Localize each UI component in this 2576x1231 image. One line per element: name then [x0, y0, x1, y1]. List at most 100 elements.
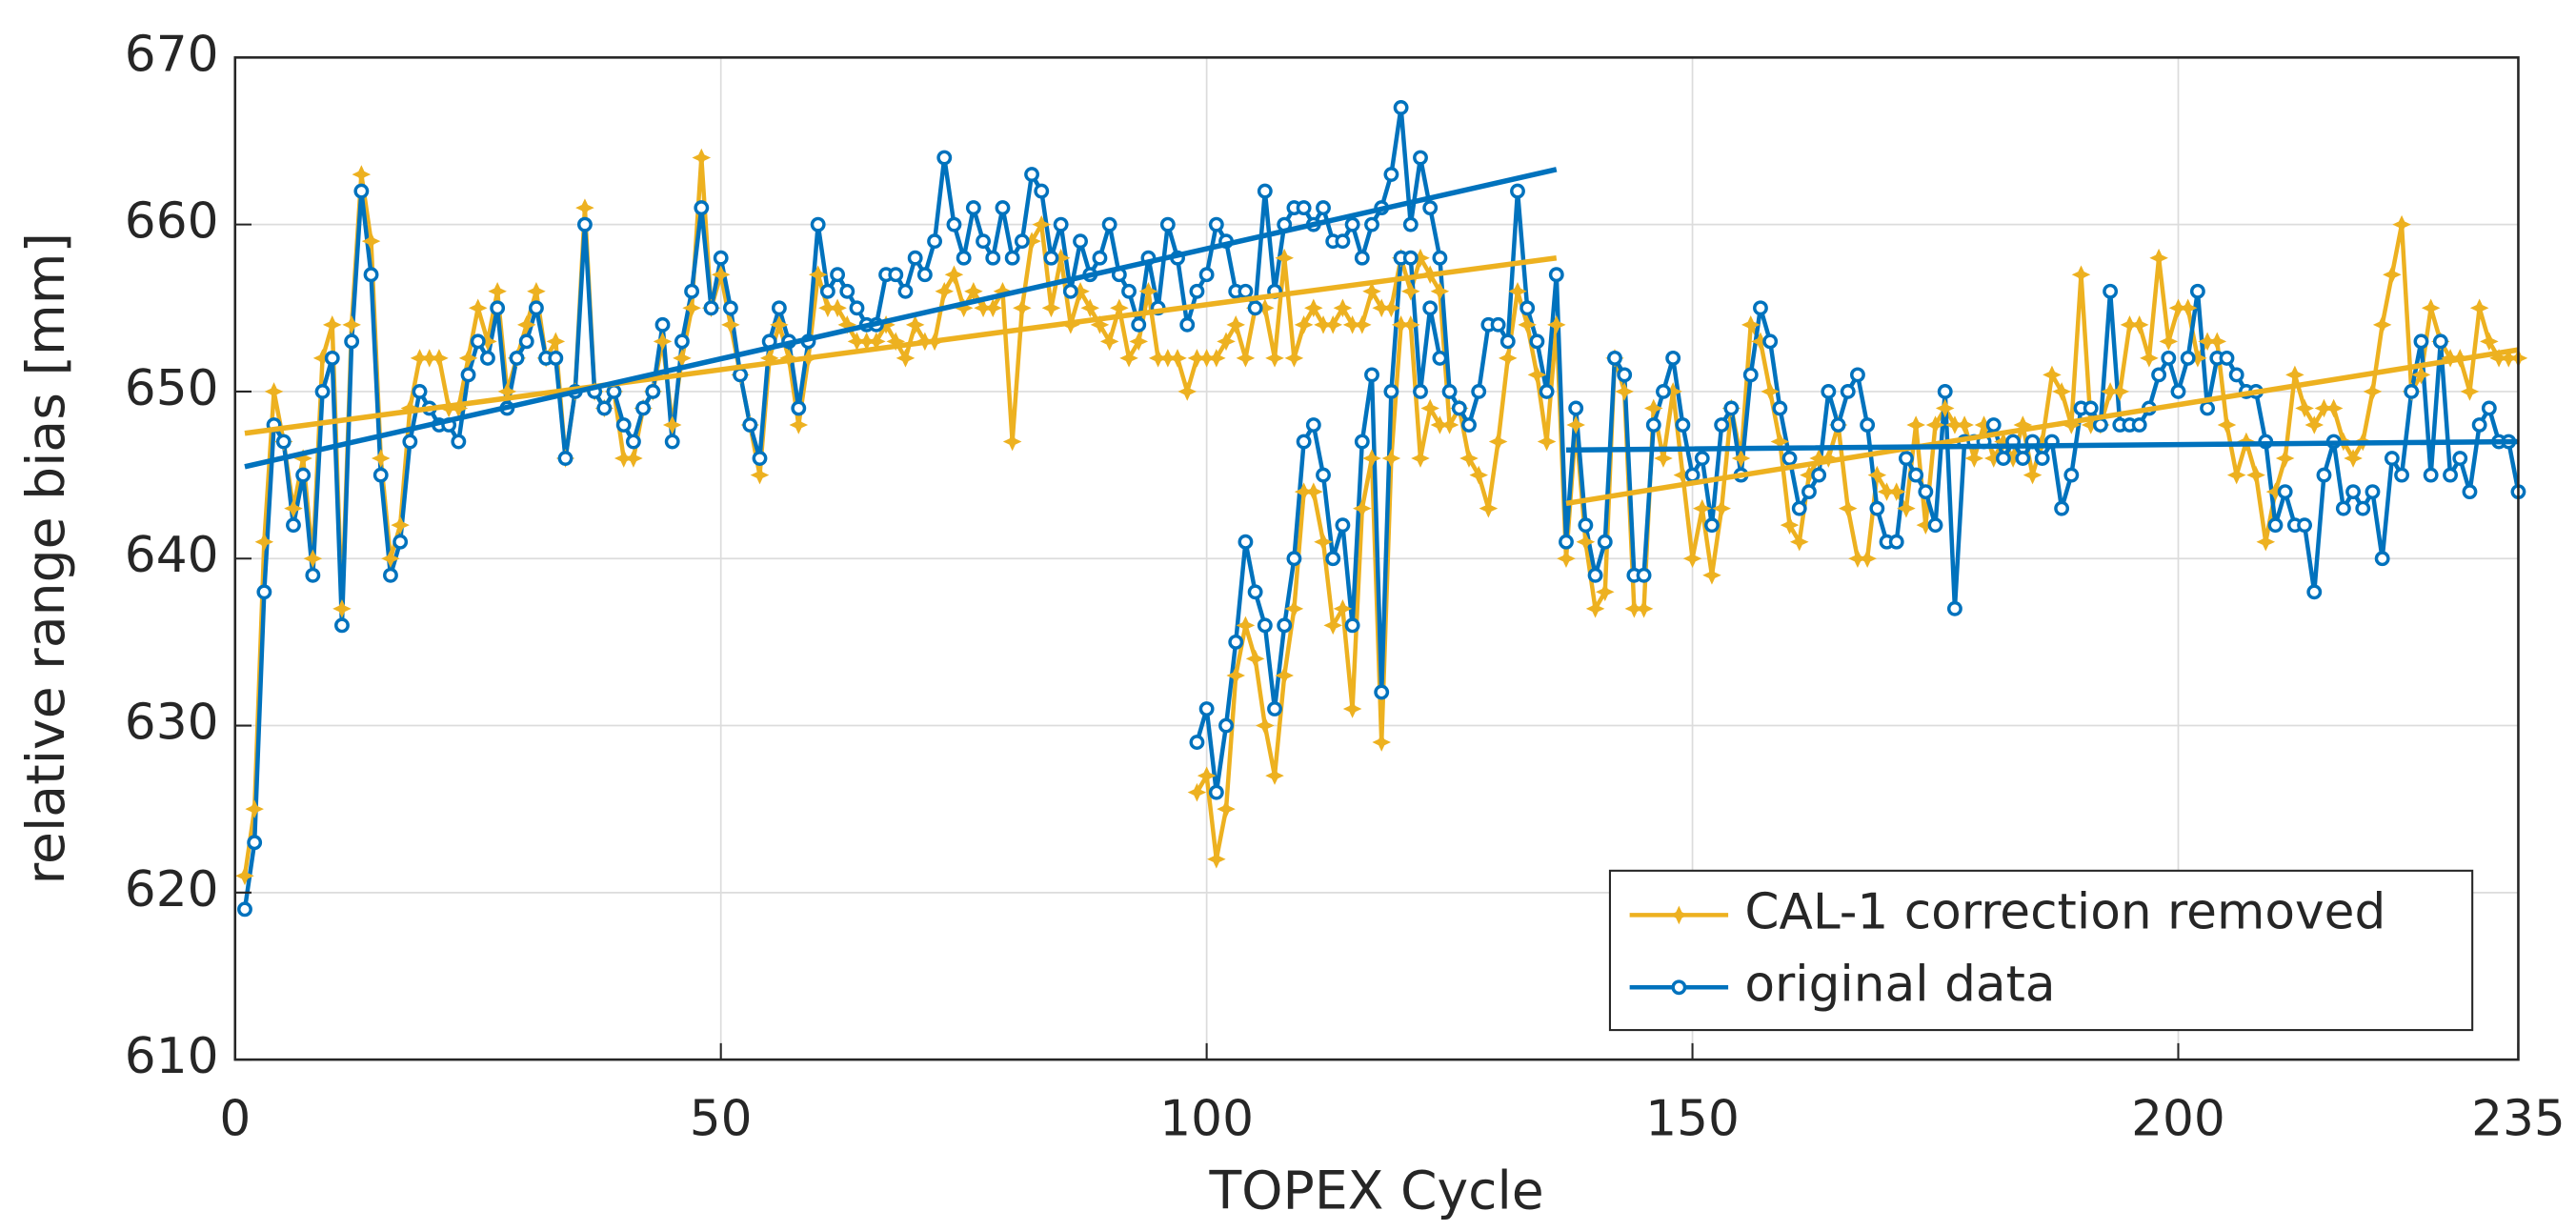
data-point	[237, 901, 252, 918]
data-point	[1459, 449, 1479, 468]
data-point	[1656, 384, 1671, 399]
data-point	[1731, 449, 1751, 468]
data-point	[1518, 315, 1537, 334]
data-point	[1617, 367, 1633, 383]
data-point	[2178, 298, 2198, 318]
data-point	[1323, 616, 1343, 636]
data-point	[684, 283, 700, 299]
data-point	[1411, 449, 1430, 468]
data-point	[2129, 315, 2149, 334]
data-point	[1684, 467, 1701, 483]
data-point	[2413, 333, 2429, 350]
data-point	[664, 434, 680, 450]
data-point	[615, 417, 632, 433]
data-point	[1665, 350, 1681, 366]
data-point	[1682, 549, 1702, 569]
data-point	[1323, 315, 1343, 334]
data-point	[1275, 666, 1295, 685]
data-point	[888, 267, 904, 283]
marks	[235, 100, 2528, 918]
data-point	[275, 434, 292, 450]
data-point	[819, 283, 835, 299]
data-point	[2462, 484, 2478, 500]
data-point	[391, 515, 410, 535]
data-point	[1918, 484, 1934, 500]
data-point	[2394, 467, 2409, 483]
data-point	[1383, 167, 1399, 182]
data-point	[1138, 281, 1158, 301]
data-point	[1393, 100, 1409, 115]
data-point	[1761, 382, 1780, 401]
data-point	[1316, 200, 1331, 216]
data-point	[2306, 584, 2323, 600]
y-tick-label: 660	[125, 193, 219, 251]
data-point	[470, 333, 486, 350]
data-point	[1925, 415, 1945, 434]
x-tick-label: 235	[2471, 1091, 2566, 1148]
data-point	[916, 267, 933, 283]
data-point	[402, 434, 418, 450]
data-point	[849, 300, 865, 316]
data-point	[1510, 183, 1525, 199]
data-point	[2159, 332, 2179, 352]
data-point	[1675, 417, 1691, 433]
data-point	[2052, 382, 2071, 401]
data-point	[674, 333, 690, 350]
data-point	[2267, 517, 2284, 534]
data-point	[2384, 451, 2400, 466]
data-point	[692, 148, 712, 168]
data-point	[245, 799, 264, 818]
data-point	[1372, 733, 1392, 752]
data-point	[1256, 716, 1275, 736]
data-point	[1364, 367, 1379, 383]
data-point	[1073, 233, 1088, 250]
data-point	[1819, 449, 1839, 468]
data-point	[1383, 384, 1399, 399]
data-point	[2131, 417, 2147, 433]
data-point	[936, 150, 953, 166]
data-point	[624, 449, 643, 468]
data-point	[2151, 367, 2167, 383]
data-point	[576, 216, 593, 232]
x-tick-label: 200	[2131, 1091, 2225, 1148]
data-point	[1780, 515, 1800, 535]
data-point	[1043, 250, 1059, 266]
data-point	[905, 315, 925, 334]
data-point	[653, 332, 673, 352]
data-point	[1247, 584, 1263, 600]
data-point	[2277, 484, 2293, 500]
data-point	[1576, 532, 1596, 552]
data-point	[1789, 532, 1809, 552]
data-point	[1615, 382, 1634, 401]
data-point	[460, 367, 476, 383]
data-point	[2043, 365, 2062, 385]
data-point	[1333, 298, 1353, 318]
data-point	[694, 200, 710, 216]
data-point	[1539, 384, 1555, 399]
data-point	[1578, 517, 1594, 534]
data-point	[1197, 766, 1217, 785]
data-point	[2316, 467, 2332, 483]
data-point	[1692, 498, 1712, 518]
data-point	[1333, 599, 1353, 618]
data-point	[2217, 415, 2237, 434]
data-point	[314, 384, 331, 399]
data-point	[1830, 417, 1846, 433]
data-point	[654, 316, 671, 333]
data-point	[383, 567, 398, 583]
data-point	[1062, 283, 1078, 299]
data-point	[1275, 248, 1295, 268]
data-point	[1519, 300, 1536, 316]
x-tick-label: 150	[1645, 1091, 1740, 1148]
data-point	[1159, 216, 1176, 232]
data-point	[2034, 451, 2050, 466]
data-point	[1441, 384, 1458, 399]
data-point	[1189, 283, 1205, 299]
data-point	[1238, 534, 1254, 550]
y-axis-label: relative range bias [mm]	[16, 232, 77, 884]
data-point	[1034, 183, 1050, 199]
y-tick-label: 630	[125, 695, 219, 752]
data-point	[2015, 451, 2031, 466]
data-point	[976, 233, 991, 250]
data-point	[1636, 567, 1652, 583]
